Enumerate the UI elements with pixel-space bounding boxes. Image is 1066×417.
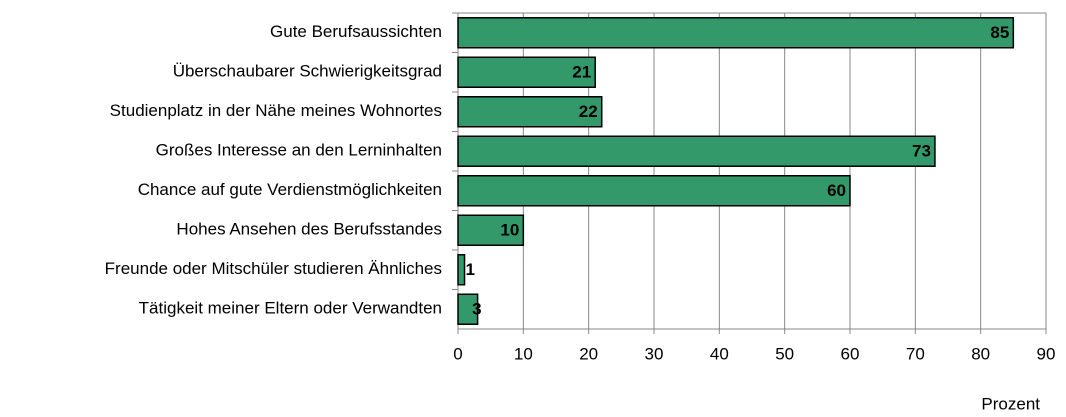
x-tick-label: 10 (514, 344, 533, 363)
value-label: 22 (579, 102, 598, 121)
x-tick-label: 70 (906, 344, 925, 363)
y-tick-label: Freunde oder Mitschüler studieren Ähnlic… (105, 259, 442, 278)
x-tick-label: 20 (579, 344, 598, 363)
value-label: 1 (466, 260, 475, 279)
value-label: 85 (990, 23, 1009, 42)
x-tick-label: 50 (775, 344, 794, 363)
bar (457, 135, 936, 167)
bar (457, 175, 851, 207)
value-label: 10 (500, 221, 519, 240)
y-tick-label: Überschaubarer Schwierigkeitsgrad (173, 62, 442, 81)
bar (457, 17, 1015, 49)
value-label: 21 (572, 63, 591, 82)
bar (457, 254, 466, 286)
x-tick-label: 30 (645, 344, 664, 363)
y-tick-label: Großes Interesse an den Lerninhalten (156, 141, 442, 160)
x-tick-label: 0 (453, 344, 462, 363)
y-tick-label: Hohes Ansehen des Berufsstandes (176, 220, 442, 239)
y-tick-label: Chance auf gute Verdienstmöglichkeiten (138, 180, 442, 199)
y-tick-label: Studienplatz in der Nähe meines Wohnorte… (110, 101, 442, 120)
bar (457, 56, 596, 88)
bar (457, 214, 525, 246)
x-axis-label: Prozent (981, 394, 1040, 413)
value-label: 73 (912, 142, 931, 161)
x-tick-label: 60 (841, 344, 860, 363)
bar (457, 293, 479, 325)
y-tick-label: Tätigkeit meiner Eltern oder Verwandten (139, 299, 442, 318)
y-tick-label: Gute Berufsaussichten (270, 22, 442, 41)
x-tick-label: 80 (971, 344, 990, 363)
x-tick-label: 40 (710, 344, 729, 363)
bar (457, 96, 603, 128)
x-tick-label: 90 (1037, 344, 1056, 363)
value-label: 60 (827, 181, 846, 200)
value-label: 3 (472, 300, 481, 319)
